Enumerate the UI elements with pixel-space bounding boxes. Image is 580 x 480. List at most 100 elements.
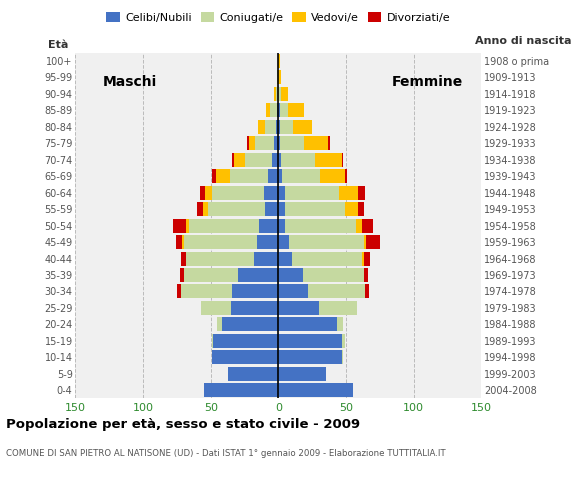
Bar <box>320 169 345 183</box>
Bar <box>285 202 345 216</box>
Bar <box>213 334 278 348</box>
Bar <box>345 169 347 183</box>
Bar <box>278 252 292 265</box>
Bar <box>328 136 330 150</box>
Bar <box>276 120 278 134</box>
Bar <box>259 218 278 233</box>
Bar <box>278 202 285 216</box>
Bar <box>278 285 308 299</box>
Bar <box>238 268 278 282</box>
Bar <box>356 218 362 233</box>
Bar <box>364 268 368 282</box>
Bar <box>277 103 278 118</box>
Bar <box>336 317 343 331</box>
Bar <box>184 235 257 249</box>
Bar <box>247 136 249 150</box>
Bar <box>278 54 280 68</box>
Bar <box>245 153 271 167</box>
Bar <box>278 186 285 200</box>
Bar <box>281 153 315 167</box>
Bar <box>364 235 367 249</box>
Bar <box>276 87 278 101</box>
Bar <box>289 235 364 249</box>
Text: Maschi: Maschi <box>103 75 157 89</box>
Bar <box>278 218 285 233</box>
Bar <box>173 218 186 233</box>
Bar <box>233 285 278 299</box>
Bar <box>278 153 281 167</box>
Bar <box>293 120 312 134</box>
Bar <box>277 71 278 84</box>
Bar <box>180 268 184 282</box>
Bar <box>304 136 328 150</box>
Bar <box>345 202 358 216</box>
Bar <box>288 103 304 118</box>
Legend: Celibi/Nubili, Coniugati/e, Vedovi/e, Divorziati/e: Celibi/Nubili, Coniugati/e, Vedovi/e, Di… <box>102 8 455 27</box>
Bar <box>212 350 278 364</box>
Bar <box>365 285 369 299</box>
Bar <box>257 235 278 249</box>
Bar <box>278 317 336 331</box>
Bar <box>249 136 255 150</box>
Bar <box>263 186 278 200</box>
Bar <box>282 169 320 183</box>
Bar <box>342 153 343 167</box>
Bar <box>212 169 216 183</box>
Bar <box>204 383 278 397</box>
Bar <box>181 285 233 299</box>
Bar <box>229 367 278 381</box>
Bar <box>367 235 380 249</box>
Bar <box>362 218 373 233</box>
Bar <box>362 252 364 265</box>
Bar <box>280 103 288 118</box>
Bar <box>181 252 186 265</box>
Bar <box>201 301 231 315</box>
Bar <box>285 218 356 233</box>
Bar <box>315 153 342 167</box>
Bar <box>255 136 274 150</box>
Bar <box>184 268 238 282</box>
Bar <box>319 301 357 315</box>
Text: COMUNE DI SAN PIETRO AL NATISONE (UD) - Dati ISTAT 1° gennaio 2009 - Elaborazion: COMUNE DI SAN PIETRO AL NATISONE (UD) - … <box>6 449 445 458</box>
Bar <box>280 136 304 150</box>
Bar <box>230 169 267 183</box>
Bar <box>205 186 212 200</box>
Bar <box>342 334 345 348</box>
Text: Età: Età <box>48 39 68 49</box>
Bar <box>339 186 358 200</box>
Bar <box>278 268 303 282</box>
Text: Femmine: Femmine <box>392 75 463 89</box>
Bar <box>278 235 289 249</box>
Bar <box>278 350 342 364</box>
Bar <box>285 186 339 200</box>
Bar <box>278 71 281 84</box>
Bar <box>271 153 278 167</box>
Bar <box>200 186 205 200</box>
Text: Anno di nascita: Anno di nascita <box>475 36 571 46</box>
Bar <box>186 218 189 233</box>
Bar <box>270 103 277 118</box>
Bar <box>278 103 280 118</box>
Bar <box>189 218 259 233</box>
Bar <box>280 120 293 134</box>
Bar <box>278 301 319 315</box>
Bar <box>216 169 230 183</box>
Bar <box>212 186 263 200</box>
Bar <box>278 367 326 381</box>
Bar <box>342 350 343 364</box>
Bar <box>308 285 365 299</box>
Bar <box>182 235 184 249</box>
Bar <box>177 285 181 299</box>
Bar <box>212 334 213 348</box>
Bar <box>278 87 281 101</box>
Bar <box>266 103 270 118</box>
Bar <box>267 169 278 183</box>
Bar <box>208 202 265 216</box>
Bar <box>186 252 254 265</box>
Bar <box>258 120 265 134</box>
Bar <box>265 202 278 216</box>
Bar <box>278 136 280 150</box>
Bar <box>222 317 278 331</box>
Bar <box>358 186 365 200</box>
Bar <box>202 202 208 216</box>
